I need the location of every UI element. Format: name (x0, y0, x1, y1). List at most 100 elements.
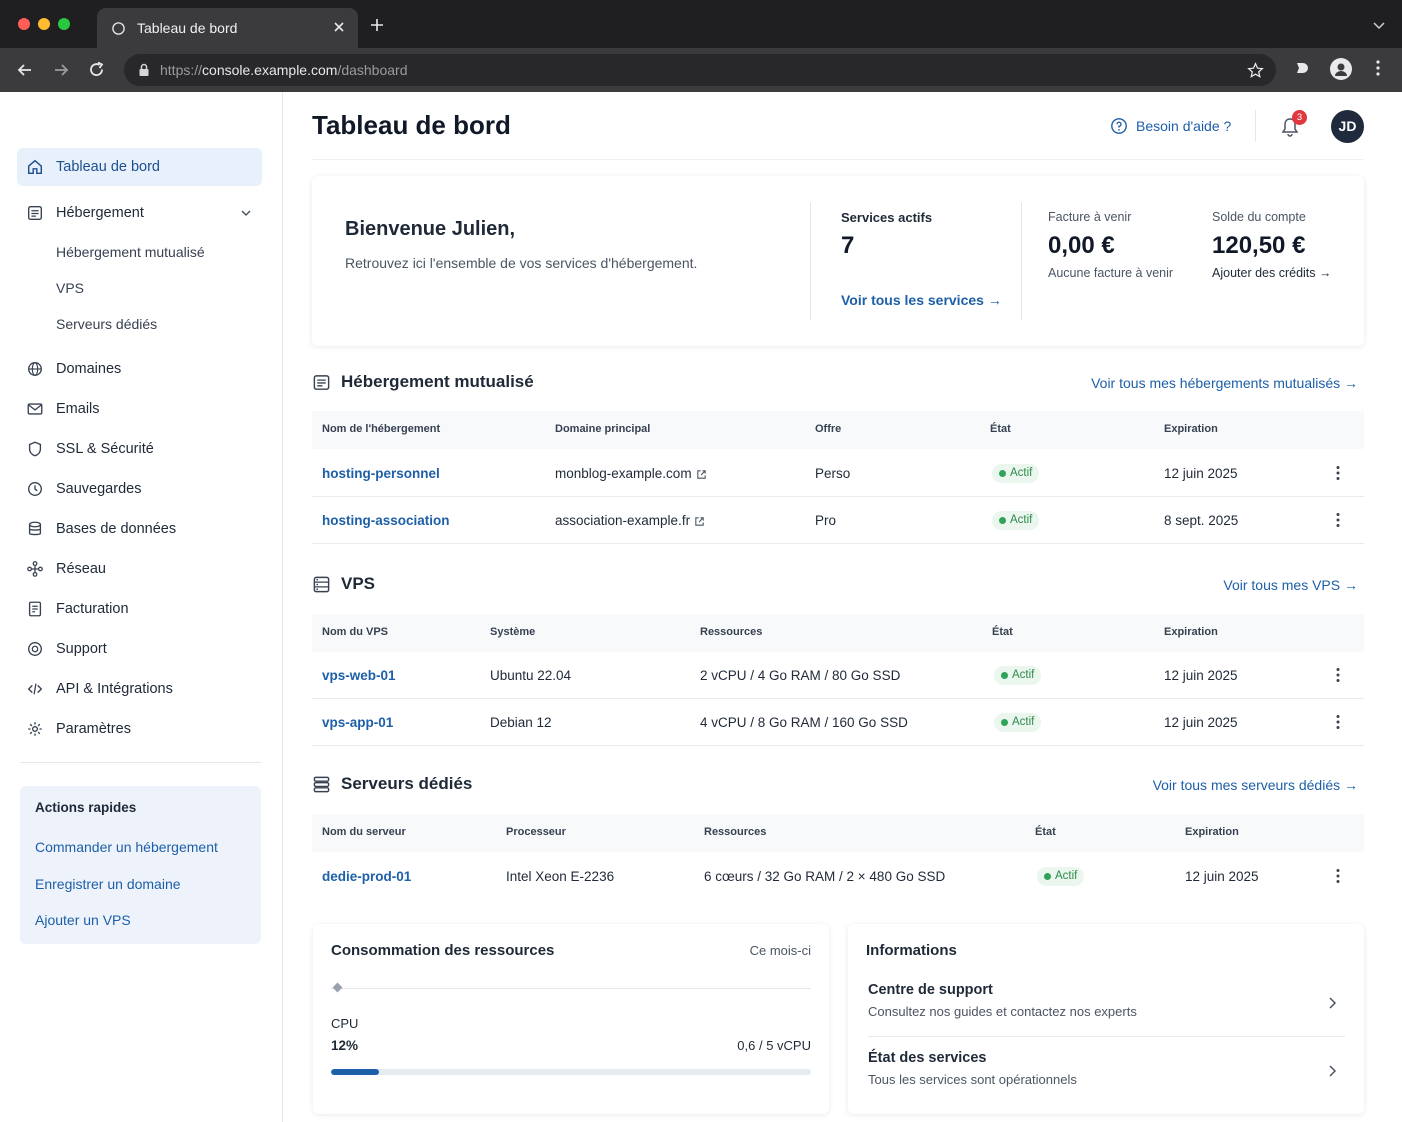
header-divider (1255, 110, 1256, 142)
maximize-window-button[interactable] (58, 18, 70, 30)
close-tab-icon[interactable] (332, 20, 346, 34)
server-rack-icon (313, 776, 330, 792)
column-header: État (990, 423, 1011, 435)
section-title: Serveurs dédiés (341, 774, 473, 793)
address-bar[interactable]: https://console.example.com/dashboard (124, 54, 1276, 86)
service-status-item[interactable]: État des services Tous les services sont… (868, 1050, 1345, 1117)
server-icon (313, 374, 330, 390)
sidebar-item-ssl-security[interactable]: SSL & Sécurité (17, 430, 262, 468)
hosting-name-link[interactable]: hosting-personnel (322, 466, 440, 481)
sidebar-item-support[interactable]: Support (17, 630, 262, 668)
chevron-down-icon[interactable] (240, 207, 252, 219)
sidebar-item-label: Bases de données (56, 521, 177, 537)
tab-search-icon[interactable] (1372, 21, 1386, 31)
table-row: vps-app-01 Debian 12 4 vCPU / 8 Go RAM /… (312, 699, 1364, 746)
back-icon[interactable] (15, 60, 35, 80)
invoice-note: Aucune facture à venir (1048, 266, 1174, 280)
domain-text: monblog-example.com (555, 466, 692, 481)
view-all-services-link[interactable]: Voir tous les services → (841, 292, 1002, 308)
network-icon (27, 561, 43, 577)
column-header: État (1035, 826, 1056, 838)
url-text: https://console.example.com/dashboard (160, 62, 408, 78)
table-row: dedie-prod-01 Intel Xeon E-2236 6 cœurs … (312, 853, 1364, 900)
server-name-link[interactable]: dedie-prod-01 (322, 869, 412, 884)
table-row: hosting-personnel monblog-example.com Pe… (312, 450, 1364, 497)
register-domain-link[interactable]: Enregistrer un domaine (35, 876, 181, 892)
more-actions-icon[interactable] (1335, 465, 1341, 481)
reload-icon[interactable] (87, 60, 107, 80)
sidebar-item-label: Support (56, 641, 107, 657)
sidebar-item-backups[interactable]: Sauvegardes (17, 470, 262, 508)
vps-name-link[interactable]: vps-app-01 (322, 715, 394, 730)
timeline-marker (332, 982, 343, 993)
domain-link[interactable]: monblog-example.com (555, 466, 707, 481)
column-header: Nom de l'hébergement (322, 423, 441, 435)
help-link[interactable]: Besoin d'aide ? (1110, 117, 1231, 135)
sidebar-item-hosting[interactable]: Hébergement (17, 194, 262, 232)
offer-cell: Perso (815, 466, 851, 481)
sidebar-subitem-vps[interactable]: VPS (56, 280, 85, 296)
sidebar-subitem-shared-hosting[interactable]: Hébergement mutualisé (56, 244, 205, 260)
sidebar-item-databases[interactable]: Bases de données (17, 510, 262, 548)
more-actions-icon[interactable] (1335, 714, 1341, 730)
browser-profile-avatar[interactable] (1330, 58, 1352, 80)
view-all-shared-hosting-link[interactable]: Voir tous mes hébergements mutualisés → (1091, 375, 1358, 391)
sidebar-item-label: Emails (56, 401, 100, 417)
welcome-divider (810, 202, 811, 320)
sidebar-item-settings[interactable]: Paramètres (17, 710, 262, 748)
order-hosting-link[interactable]: Commander un hébergement (35, 839, 218, 855)
more-actions-icon[interactable] (1335, 512, 1341, 528)
domain-link[interactable]: association-example.fr (555, 513, 705, 528)
view-all-vps-link[interactable]: Voir tous mes VPS → (1223, 577, 1358, 593)
sidebar-item-dashboard[interactable]: Tableau de bord (17, 148, 262, 186)
forward-icon[interactable] (51, 60, 71, 80)
backup-icon (28, 482, 42, 496)
status-badge: Actif (994, 666, 1042, 685)
sidebar-item-network[interactable]: Réseau (17, 550, 262, 588)
sidebar-subitem-dedicated[interactable]: Serveurs dédiés (56, 316, 158, 332)
sidebar-item-emails[interactable]: Emails (17, 390, 262, 428)
sidebar-item-billing[interactable]: Facturation (17, 590, 262, 628)
info-item-desc: Tous les services sont opérationnels (868, 1072, 1077, 1087)
add-vps-link[interactable]: Ajouter un VPS (35, 912, 131, 928)
more-actions-icon[interactable] (1335, 667, 1341, 683)
globe-icon (28, 362, 42, 376)
dedicated-servers-header: Serveurs dédiés (312, 774, 472, 794)
usage-timeline (331, 988, 811, 989)
avatar[interactable]: JD (1331, 110, 1364, 143)
quick-actions-title: Actions rapides (35, 800, 137, 815)
support-center-item[interactable]: Centre de support Consultez nos guides e… (868, 982, 1345, 1049)
sidebar-item-domains[interactable]: Domaines (17, 350, 262, 388)
hosting-name-link[interactable]: hosting-association (322, 513, 450, 528)
column-header: Domaine principal (555, 423, 651, 435)
browser-tab[interactable]: Tableau de bord (97, 8, 358, 48)
sidebar-item-label: Sauvegardes (56, 481, 142, 497)
extension-icon[interactable] (1294, 59, 1312, 77)
sidebar-item-label: Paramètres (56, 721, 131, 737)
close-window-button[interactable] (18, 18, 30, 30)
period-selector[interactable]: Ce mois-ci (749, 943, 811, 958)
new-tab-icon[interactable] (370, 18, 384, 32)
more-actions-icon[interactable] (1335, 868, 1341, 884)
sidebar-item-label: Domaines (56, 361, 122, 377)
add-credits-link[interactable]: Ajouter des crédits → (1212, 266, 1332, 280)
sidebar-item-api[interactable]: API & Intégrations (17, 670, 262, 708)
vps-name-link[interactable]: vps-web-01 (322, 668, 396, 683)
table-header: Nom du serveur Processeur Ressources Éta… (312, 814, 1364, 852)
view-all-dedicated-link[interactable]: Voir tous mes serveurs dédiés → (1152, 777, 1358, 793)
section-title: VPS (341, 574, 376, 593)
lock-icon[interactable] (138, 63, 150, 77)
sidebar-divider (20, 762, 261, 763)
shield-icon (28, 441, 42, 457)
external-link-icon (696, 470, 706, 479)
bookmark-star-icon[interactable] (1247, 62, 1264, 79)
server-stack-icon (313, 576, 330, 592)
processor-cell: Intel Xeon E-2236 (506, 869, 615, 884)
column-header: Expiration (1164, 423, 1218, 435)
mail-icon (27, 403, 43, 415)
resource-usage-card: Consommation des ressources Ce mois-ci C… (313, 924, 829, 1114)
browser-menu-icon[interactable] (1370, 59, 1386, 77)
column-header: Nom du VPS (322, 626, 389, 638)
minimize-window-button[interactable] (38, 18, 50, 30)
help-label: Besoin d'aide ? (1136, 118, 1232, 134)
